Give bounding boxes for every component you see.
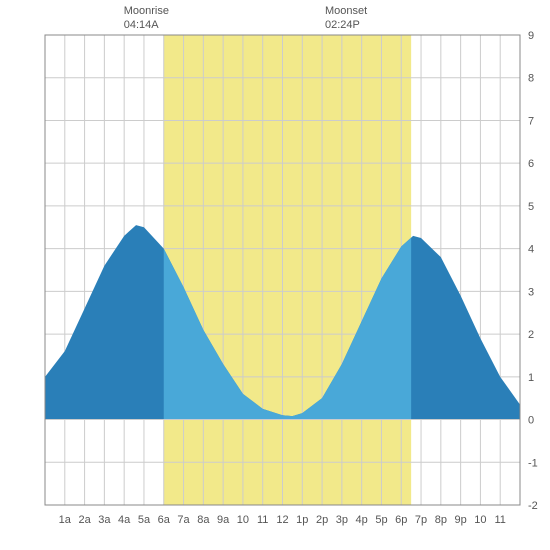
svg-text:1p: 1p — [296, 514, 308, 526]
svg-text:1: 1 — [528, 372, 534, 384]
svg-text:7: 7 — [528, 115, 534, 127]
moonrise-title: Moonrise — [124, 5, 169, 17]
svg-text:8: 8 — [528, 73, 534, 85]
moonrise-time: 04:14A — [124, 19, 159, 31]
svg-text:7p: 7p — [415, 514, 427, 526]
svg-text:9a: 9a — [217, 514, 230, 526]
svg-text:6p: 6p — [395, 514, 407, 526]
svg-text:5a: 5a — [138, 514, 151, 526]
svg-text:11: 11 — [494, 514, 505, 526]
svg-text:8a: 8a — [197, 514, 210, 526]
svg-text:11: 11 — [257, 514, 268, 526]
svg-text:1a: 1a — [59, 514, 72, 526]
svg-text:-2: -2 — [528, 500, 538, 512]
svg-text:9p: 9p — [455, 514, 467, 526]
svg-text:0: 0 — [528, 415, 534, 427]
svg-text:10: 10 — [237, 514, 249, 526]
moonset-title: Moonset — [325, 5, 367, 17]
svg-text:12: 12 — [276, 514, 288, 526]
svg-text:4p: 4p — [356, 514, 368, 526]
svg-text:10: 10 — [474, 514, 486, 526]
svg-text:9: 9 — [528, 30, 534, 42]
svg-text:3: 3 — [528, 286, 534, 298]
moonset-label: Moonset 02:24P — [325, 4, 367, 33]
svg-text:2a: 2a — [78, 514, 91, 526]
svg-text:8p: 8p — [435, 514, 447, 526]
svg-text:5p: 5p — [375, 514, 387, 526]
svg-text:5: 5 — [528, 201, 534, 213]
svg-text:3p: 3p — [336, 514, 348, 526]
moonset-time: 02:24P — [325, 19, 360, 31]
svg-text:4a: 4a — [118, 514, 131, 526]
svg-text:6a: 6a — [158, 514, 171, 526]
svg-text:6: 6 — [528, 158, 534, 170]
svg-text:7a: 7a — [177, 514, 190, 526]
moonrise-label: Moonrise 04:14A — [124, 4, 169, 33]
svg-text:2p: 2p — [316, 514, 328, 526]
svg-text:4: 4 — [528, 244, 534, 256]
tide-chart-container: Moonrise 04:14A Moonset 02:24P -2-101234… — [0, 0, 550, 550]
svg-text:2: 2 — [528, 329, 534, 341]
tide-chart: -2-101234567891a2a3a4a5a6a7a8a9a1011121p… — [0, 0, 550, 550]
svg-text:-1: -1 — [528, 457, 538, 469]
svg-text:3a: 3a — [98, 514, 111, 526]
